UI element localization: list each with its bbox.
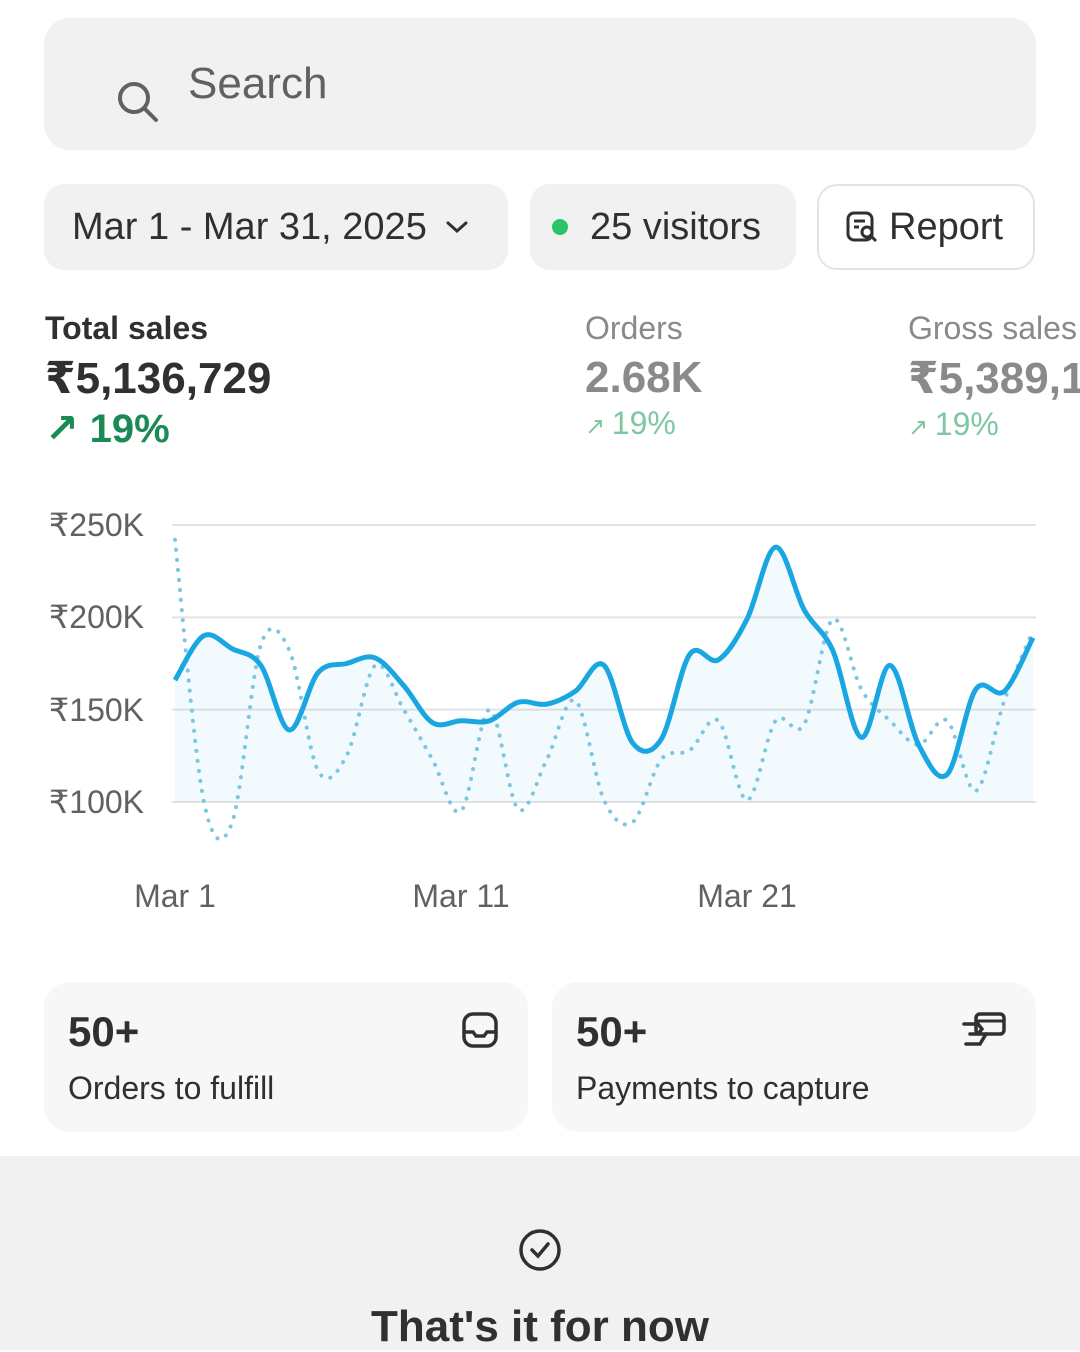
change-value: 19% (934, 406, 999, 442)
card-count: 50+ (576, 1008, 648, 1055)
visitors-label: 25 visitors (590, 205, 762, 248)
x-tick: Mar 1 (134, 878, 216, 914)
metric-label: Orders (585, 310, 683, 346)
series-current-line (172, 544, 1036, 779)
arrow-up-right-icon: ↗ (585, 413, 612, 440)
series-previous-line (173, 537, 1035, 842)
search-placeholder: Search (188, 59, 328, 108)
metric-label: Gross sales (908, 310, 1077, 346)
live-dot-icon (552, 219, 568, 235)
change-value: 19% (611, 405, 676, 441)
metric-change: ↗ 19% (908, 406, 1080, 443)
metric-change: ↗ 19% (585, 405, 702, 442)
payments-to-capture-card[interactable]: 50+ Payments to capture (552, 982, 1036, 1132)
metric-orders[interactable]: Orders 2.68K ↗ 19% (585, 310, 702, 442)
hand-card-icon (962, 1012, 1006, 1046)
search-icon (118, 82, 158, 122)
arrow-up-right-icon: ↗ (908, 414, 935, 441)
chevron-down-icon (446, 221, 468, 234)
report-button[interactable]: Report (817, 184, 1035, 270)
orders-to-fulfill-card[interactable]: 50+ Orders to fulfill (44, 982, 528, 1132)
end-message: That's it for now (371, 1302, 709, 1351)
x-tick: Mar 11 (412, 878, 510, 914)
date-range-button[interactable]: Mar 1 - Mar 31, 2025 (44, 184, 508, 270)
card-label: Orders to fulfill (68, 1070, 275, 1106)
metric-value: ₹5,389,1 (908, 354, 1080, 403)
check-circle-icon (519, 1229, 561, 1271)
visitors-badge[interactable]: 25 visitors (530, 184, 796, 270)
metric-change: ↗ 19% (45, 406, 271, 452)
metric-label: Total sales (45, 310, 209, 346)
y-tick: ₹150K (48, 692, 144, 728)
end-of-feed: That's it for now (0, 1156, 1080, 1351)
report-search-icon (846, 211, 878, 243)
card-label: Payments to capture (576, 1070, 870, 1106)
search-input[interactable]: Search (44, 18, 1036, 150)
y-tick: ₹250K (48, 507, 144, 543)
metric-total-sales[interactable]: Total sales ₹5,136,729 ↗ 19% (45, 310, 271, 452)
date-range-label: Mar 1 - Mar 31, 2025 (72, 205, 427, 248)
arrow-up-right-icon: ↗ (45, 407, 90, 451)
current-area (175, 547, 1033, 802)
x-tick: Mar 21 (697, 878, 797, 914)
y-tick: ₹200K (48, 599, 144, 635)
card-count: 50+ (68, 1008, 140, 1055)
y-tick: ₹100K (48, 784, 144, 820)
metric-value: 2.68K (585, 353, 703, 402)
change-value: 19% (89, 407, 170, 451)
metric-gross-sales[interactable]: Gross sales ₹5,389,1 ↗ 19% (908, 310, 1080, 443)
report-label: Report (889, 205, 1004, 248)
metric-value: ₹5,136,729 (45, 354, 272, 403)
inbox-icon (462, 1012, 498, 1048)
